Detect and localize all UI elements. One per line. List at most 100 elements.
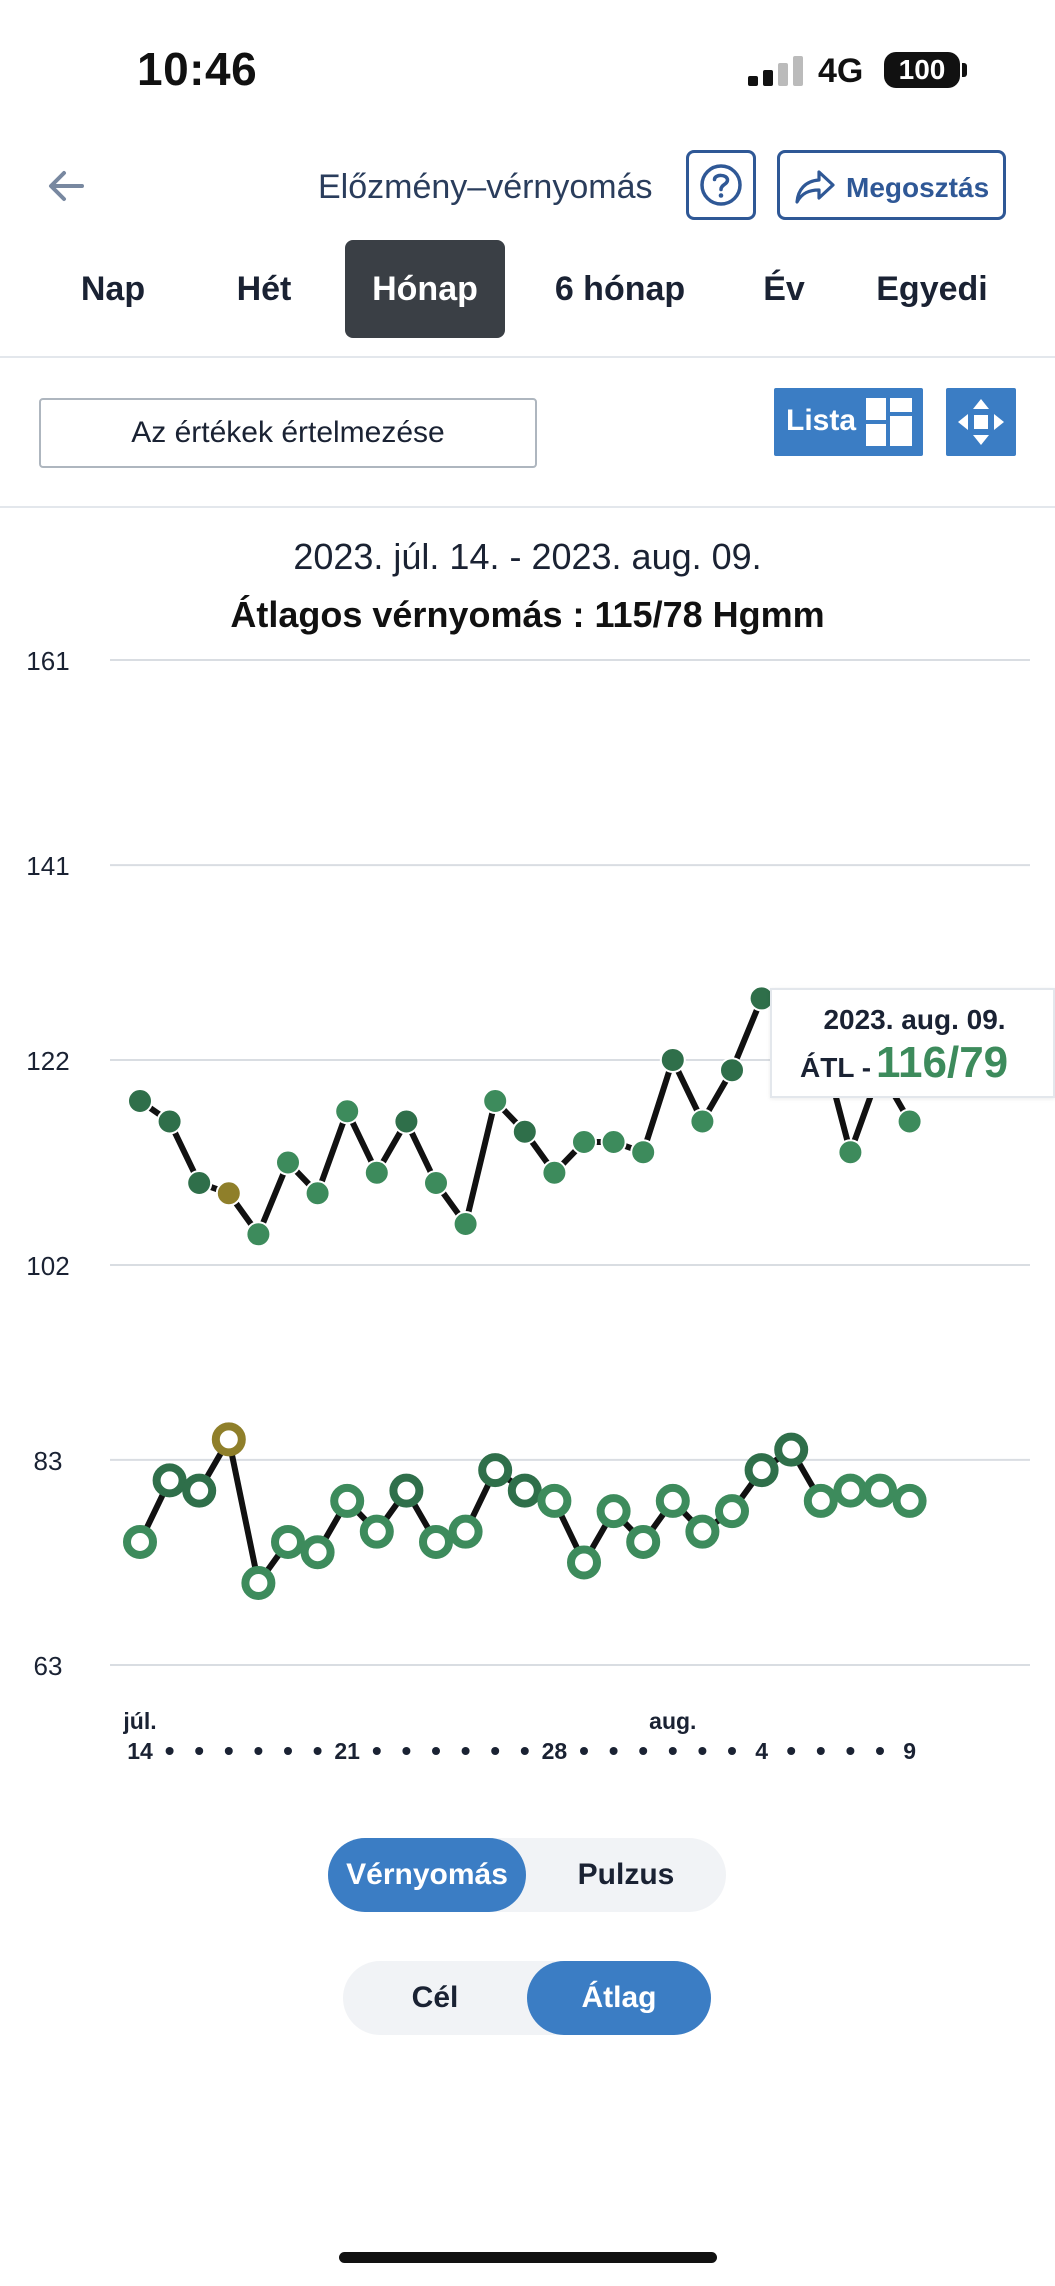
diastolic-point bbox=[892, 1483, 927, 1518]
systolic-point bbox=[719, 1057, 745, 1084]
toggle-target[interactable]: Cél bbox=[411, 1981, 459, 2014]
diastolic-point bbox=[271, 1524, 305, 1559]
systolic-point bbox=[334, 1098, 361, 1125]
x-axis-dot bbox=[284, 1747, 292, 1755]
list-label: Lista bbox=[786, 404, 857, 437]
divider bbox=[0, 356, 1055, 358]
tab-week[interactable]: Hét bbox=[236, 270, 292, 308]
x-axis-dot bbox=[461, 1747, 470, 1755]
signal-icon bbox=[748, 56, 803, 86]
question-circle-icon bbox=[700, 164, 742, 206]
diastolic-point bbox=[715, 1494, 749, 1529]
systolic-point bbox=[482, 1087, 509, 1114]
diastolic-point bbox=[774, 1432, 809, 1467]
diastolic-point bbox=[626, 1524, 661, 1559]
status-bar: 10:46 4G 100 bbox=[0, 0, 1055, 140]
series-line-diastolic bbox=[225, 1436, 262, 1586]
y-tick-label: 83 bbox=[34, 1446, 63, 1476]
diastolic-point bbox=[123, 1524, 157, 1559]
diastolic-point bbox=[478, 1453, 513, 1488]
home-indicator bbox=[339, 2252, 717, 2263]
x-month-label: aug. bbox=[649, 1708, 696, 1734]
diastolic-point bbox=[182, 1473, 217, 1508]
tooltip-prefix: ÁTL - bbox=[800, 1052, 872, 1083]
fullscreen-button[interactable] bbox=[946, 388, 1016, 456]
x-axis-dot bbox=[580, 1747, 588, 1755]
share-button[interactable]: Megosztás bbox=[777, 150, 1006, 220]
interpret-values-button[interactable]: Az értékek értelmezése bbox=[39, 398, 537, 468]
x-axis-dot bbox=[402, 1747, 411, 1755]
systolic-point bbox=[511, 1118, 538, 1145]
mode-toggle: Cél Átlag bbox=[343, 1961, 711, 2035]
y-tick-label: 161 bbox=[26, 646, 69, 676]
x-axis-dot bbox=[816, 1747, 825, 1755]
systolic-point bbox=[215, 1180, 242, 1207]
systolic-point bbox=[245, 1221, 272, 1248]
systolic-point bbox=[837, 1139, 864, 1166]
diastolic-point bbox=[567, 1545, 601, 1580]
list-view-button[interactable]: Lista bbox=[774, 388, 923, 456]
clock: 10:46 bbox=[137, 43, 258, 95]
systolic-point bbox=[452, 1211, 479, 1238]
systolic-point bbox=[186, 1170, 213, 1197]
x-axis-dot bbox=[698, 1747, 707, 1755]
x-day-label: 14 bbox=[127, 1738, 153, 1764]
x-day-label: 21 bbox=[334, 1738, 360, 1764]
help-button[interactable] bbox=[686, 150, 756, 220]
toggle-pulse[interactable]: Pulzus bbox=[577, 1858, 675, 1891]
diastolic-point bbox=[803, 1483, 838, 1518]
systolic-point bbox=[275, 1149, 301, 1176]
y-tick-label: 63 bbox=[34, 1651, 63, 1681]
x-axis-dot bbox=[639, 1747, 648, 1755]
x-axis-dot bbox=[254, 1747, 263, 1755]
x-day-label: 4 bbox=[755, 1738, 768, 1764]
back-arrow-icon[interactable] bbox=[42, 162, 90, 210]
tab-year[interactable]: Év bbox=[763, 270, 805, 308]
systolic-point bbox=[571, 1128, 597, 1155]
systolic-point bbox=[363, 1159, 390, 1186]
x-day-label: 9 bbox=[903, 1738, 916, 1764]
average-bp: Átlagos vérnyomás : 115/78 Hgmm bbox=[230, 594, 825, 635]
x-axis-dot bbox=[876, 1747, 884, 1755]
tab-custom[interactable]: Egyedi bbox=[876, 270, 988, 308]
x-axis-dot bbox=[195, 1747, 204, 1755]
divider bbox=[0, 506, 1055, 508]
systolic-point bbox=[689, 1108, 716, 1135]
toggle-blood-pressure[interactable]: Vérnyomás bbox=[328, 1838, 526, 1912]
diastolic-point bbox=[152, 1463, 187, 1498]
period-tabs: Nap Hét Hónap 6 hónap Év Egyedi bbox=[0, 238, 1055, 338]
toggle-average[interactable]: Átlag bbox=[527, 1961, 711, 2035]
bp-chart[interactable]: 161 141 122 102 83 63 júl. 14 21 28 aug. 4 9 bbox=[0, 640, 1055, 1790]
tab-month[interactable]: Hónap bbox=[345, 240, 505, 338]
y-tick-label: 102 bbox=[26, 1251, 69, 1281]
diastolic-point bbox=[359, 1514, 394, 1549]
page-title: Előzmény–vérnyomás bbox=[318, 168, 653, 206]
tab-day[interactable]: Nap bbox=[80, 270, 146, 308]
systolic-point bbox=[423, 1170, 449, 1197]
x-axis-dot bbox=[313, 1747, 322, 1755]
move-arrows-icon bbox=[958, 399, 1004, 445]
x-month-label: júl. bbox=[122, 1708, 156, 1734]
x-day-label: 28 bbox=[542, 1738, 568, 1764]
x-axis-dot bbox=[846, 1747, 855, 1755]
y-tick-label: 122 bbox=[26, 1046, 69, 1076]
systolic-point bbox=[630, 1139, 657, 1166]
diastolic-point bbox=[596, 1494, 631, 1529]
systolic-point bbox=[600, 1128, 627, 1155]
tab-6-months[interactable]: 6 hónap bbox=[554, 270, 686, 308]
diastolic-point bbox=[744, 1453, 779, 1488]
share-label: Megosztás bbox=[846, 172, 990, 203]
diastolic-point bbox=[448, 1514, 483, 1549]
diastolic-point bbox=[685, 1514, 720, 1549]
x-axis-dot bbox=[432, 1747, 440, 1755]
diastolic-point bbox=[507, 1473, 542, 1508]
diastolic-point bbox=[863, 1473, 897, 1508]
tooltip-value: 116/79 bbox=[876, 1038, 1009, 1087]
x-axis-dot bbox=[668, 1747, 677, 1755]
network-label: 4G bbox=[818, 52, 864, 90]
chart-tooltip: 2023. aug. 09. ÁTL - 116/79 bbox=[770, 988, 1055, 1098]
date-range: 2023. júl. 14. - 2023. aug. 09. bbox=[293, 536, 762, 577]
diastolic-point bbox=[330, 1483, 365, 1518]
x-axis-dot bbox=[491, 1747, 500, 1755]
x-axis-dot bbox=[787, 1747, 796, 1755]
